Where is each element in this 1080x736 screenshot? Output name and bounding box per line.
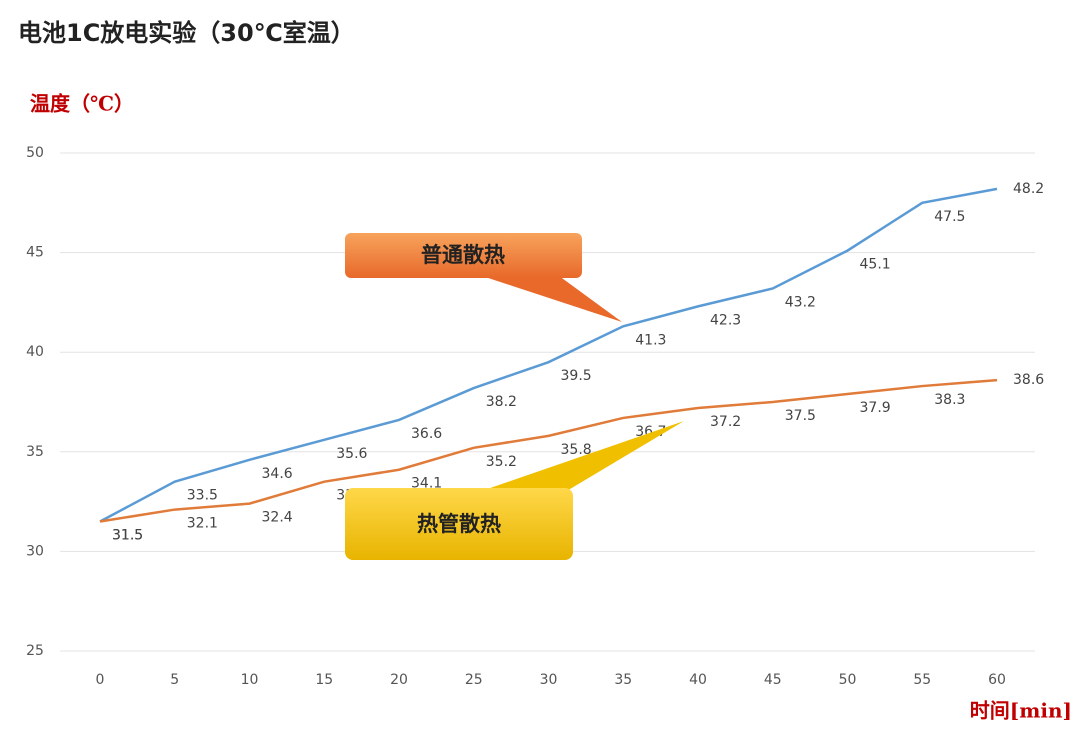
chart-title: 电池1C放电实验（30℃室温） [18,19,355,47]
callout-label: 热管散热 [417,512,501,536]
data-label: 45.1 [860,257,891,273]
data-label: 32.1 [187,516,218,532]
x-tick-label: 50 [839,672,857,688]
data-label: 35.8 [561,442,592,458]
data-label: 41.3 [635,332,666,348]
data-label: 32.4 [262,510,293,526]
data-label: 43.2 [785,294,816,310]
y-tick-label: 30 [26,543,44,559]
data-label: 42.3 [710,312,741,328]
callout-box [345,233,582,278]
x-tick-label: 55 [913,672,931,688]
data-label: 36.6 [411,426,442,442]
data-label: 38.3 [934,392,965,408]
callout-label: 普通散热 [421,243,505,267]
x-tick-label: 40 [689,672,707,688]
x-tick-label: 45 [764,672,782,688]
series-line [99,187,998,523]
data-label: 31.5 [112,528,143,544]
callout-box [345,488,573,560]
y-axis-label: 温度（℃） [30,92,134,116]
x-tick-label: 15 [315,672,333,688]
data-label: 37.9 [860,400,891,416]
x-axis-label: 时间[min] [970,699,1072,723]
y-tick-label: 35 [26,444,44,460]
x-tick-label: 60 [988,672,1006,688]
y-tick-label: 45 [26,245,44,261]
callout-pointer [470,421,684,495]
data-label: 35.6 [336,446,367,462]
data-label: 38.2 [486,394,517,410]
data-label: 38.6 [1013,372,1044,388]
x-tick-label: 30 [540,672,558,688]
x-tick-label: 20 [390,672,408,688]
data-label: 47.5 [934,209,965,225]
y-tick-label: 25 [26,643,44,659]
x-tick-label: 5 [170,672,179,688]
data-label: 33.5 [187,488,218,504]
data-label: 39.5 [561,368,592,384]
series-line [99,378,998,523]
x-tick-label: 35 [614,672,632,688]
y-tick-label: 40 [26,344,44,360]
data-label: 37.2 [710,414,741,430]
x-tick-label: 10 [241,672,259,688]
y-tick-label: 50 [26,145,44,161]
data-label: 37.5 [785,408,816,424]
data-label: 35.2 [486,454,517,470]
x-tick-label: 25 [465,672,483,688]
data-label: 34.1 [411,476,442,492]
data-label: 34.6 [262,466,293,482]
data-label: 31.5 [112,528,143,544]
x-tick-label: 0 [96,672,105,688]
data-label: 48.2 [1013,181,1044,197]
